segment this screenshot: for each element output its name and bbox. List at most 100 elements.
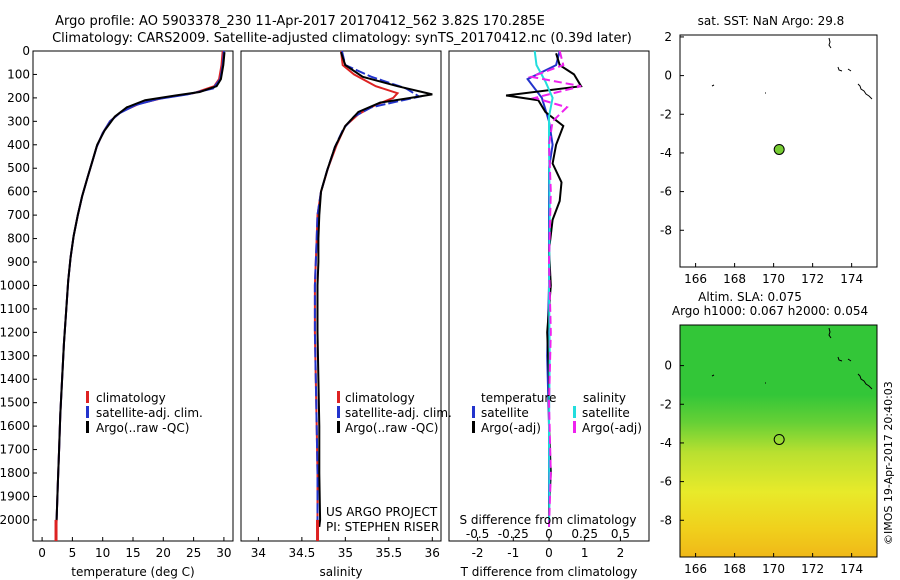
difference-legend: temperature salinity satellite Argo(-adj…	[472, 391, 642, 435]
bottom-marker	[54, 519, 58, 541]
depth-tick-label: 1200	[0, 325, 30, 339]
title-line-1: Argo profile: AO 5903378_230 11-Apr-2017…	[55, 14, 545, 29]
legend-swatch-t-argo	[472, 421, 475, 433]
depth-tick-label: 300	[7, 114, 30, 128]
pi-credit: PI: STEPHEN RISER	[326, 520, 439, 534]
x-tick-label: 34	[251, 546, 266, 560]
x-tick-label: 30	[216, 546, 231, 560]
x-tick-label: 2	[617, 546, 625, 560]
s-tick-label: -0.25	[498, 527, 529, 541]
legend-label-climatology: climatology	[345, 391, 415, 405]
s-tick-label: 0	[545, 527, 553, 541]
sla-map-frame	[679, 324, 878, 558]
series-line-s-argo-adj	[527, 50, 582, 527]
depth-tick-label: 1100	[0, 302, 30, 316]
map-lon-label: 166	[684, 562, 707, 576]
legend-swatch-s-argo	[573, 421, 576, 433]
x-tick-label: 36	[425, 546, 440, 560]
argo-float-location	[773, 143, 785, 155]
series-line-satellite-adj-clim	[55, 50, 225, 527]
legend-label-s-argo: Argo(-adj)	[582, 421, 642, 435]
legend-label-argo: Argo(..raw -QC)	[96, 421, 189, 435]
temperature-profile-panel: 0100200300400500600700800900100011001200…	[0, 44, 234, 579]
sst-map-coastline	[711, 37, 873, 100]
difference-profile-panel: -2 -1 0 1 2 -0.5 -0.25 0 0.25 0.5 T difference fr…	[448, 50, 650, 579]
argo-float-location	[773, 433, 785, 445]
legend-swatch-climatology	[337, 391, 340, 403]
x-tick-label: 15	[125, 546, 140, 560]
temperature-x-label: temperature (deg C)	[71, 565, 194, 579]
depth-tick-label: 700	[7, 208, 30, 222]
depth-tick-label: 600	[7, 185, 30, 199]
sla-map-title-2: Argo h1000: 0.067 h2000: 0.054	[672, 304, 868, 318]
x-tick-label: 25	[186, 546, 201, 560]
s-tick-label: 0.5	[611, 527, 630, 541]
legend-label-s-satellite: satellite	[582, 406, 630, 420]
x-tick-label: 35	[338, 546, 353, 560]
depth-tick-label: 400	[7, 138, 30, 152]
temperature-legend: climatology satellite-adj. clim. Argo(..…	[86, 391, 203, 435]
title-line-2: Climatology: CARS2009. Satellite-adjuste…	[52, 31, 632, 46]
series-line-climatology	[313, 50, 400, 541]
bottom-marker	[316, 519, 320, 541]
legend-label-satellite-adj: satellite-adj. clim.	[345, 406, 452, 420]
map-lat-label: -2	[660, 397, 672, 411]
map-lat-label: -4	[660, 146, 672, 160]
sst-location-map: sat. SST: NaN Argo: 29.8 166 168 170 172 174…	[660, 14, 878, 286]
legend-swatch-t-satellite	[472, 406, 475, 418]
series-line-t-argo-adj	[505, 53, 583, 527]
x-tick-label: 34.5	[289, 546, 316, 560]
map-lon-label: 172	[801, 272, 824, 286]
legend-swatch-satellite-adj	[86, 406, 89, 418]
legend-header-salinity: salinity	[583, 391, 626, 405]
t-difference-x-label: T difference from climatology	[460, 565, 638, 579]
map-lon-label: 166	[684, 272, 707, 286]
map-lon-label: 172	[801, 562, 824, 576]
map-lat-label: -6	[660, 185, 672, 199]
map-lat-label: 0	[664, 69, 672, 83]
map-lat-label: -8	[660, 513, 672, 527]
x-tick-label: 35.5	[375, 546, 402, 560]
imos-credit: ©IMOS 19-Apr-2017 20:40:03	[882, 381, 895, 545]
legend-label-argo: Argo(..raw -QC)	[345, 421, 438, 435]
x-tick-label: 10	[95, 546, 110, 560]
x-tick-label: -2	[472, 546, 484, 560]
map-lon-label: 168	[723, 272, 746, 286]
map-lon-label: 174	[840, 272, 863, 286]
s-tick-label: 0.25	[571, 527, 598, 541]
depth-tick-label: 0	[22, 44, 30, 58]
legend-label-climatology: climatology	[96, 391, 166, 405]
series-line-climatology	[55, 50, 224, 542]
depth-tick-label: 1000	[0, 278, 30, 292]
sla-location-map: Altim. SLA: 0.075 Argo h1000: 0.067 h200…	[660, 290, 878, 576]
salinity-plot-frame	[240, 50, 442, 542]
depth-tick-label: 1700	[0, 443, 30, 457]
depth-tick-label: 100	[7, 67, 30, 81]
map-lat-label: -8	[660, 223, 672, 237]
depth-tick-label: 2000	[0, 513, 30, 527]
x-tick-label: 5	[69, 546, 77, 560]
series-line-argo-raw-qc	[316, 51, 433, 528]
map-lat-label: -4	[660, 436, 672, 450]
legend-swatch-argo	[337, 421, 340, 433]
x-tick-label: 20	[156, 546, 171, 560]
x-tick-label: 0	[545, 546, 553, 560]
map-lat-label: -2	[660, 107, 672, 121]
x-tick-label: 1	[581, 546, 589, 560]
series-line-argo-raw-qc	[55, 52, 226, 527]
map-lon-label: 168	[723, 562, 746, 576]
x-tick-label: 0	[38, 546, 46, 560]
sla-map-coastline	[711, 327, 873, 390]
depth-tick-label: 1800	[0, 466, 30, 480]
depth-tick-label: 1500	[0, 396, 30, 410]
legend-label-satellite-adj: satellite-adj. clim.	[96, 406, 203, 420]
sst-map-title: sat. SST: NaN Argo: 29.8	[698, 14, 845, 28]
depth-tick-label: 900	[7, 255, 30, 269]
project-credit: US ARGO PROJECT	[326, 505, 438, 519]
sla-map-title-1: Altim. SLA: 0.075	[698, 290, 802, 304]
legend-header-temperature: temperature	[481, 391, 556, 405]
s-tick-label: -0.5	[466, 527, 489, 541]
s-difference-x-label: S difference from climatology	[460, 513, 637, 527]
x-tick-label: -1	[507, 546, 519, 560]
